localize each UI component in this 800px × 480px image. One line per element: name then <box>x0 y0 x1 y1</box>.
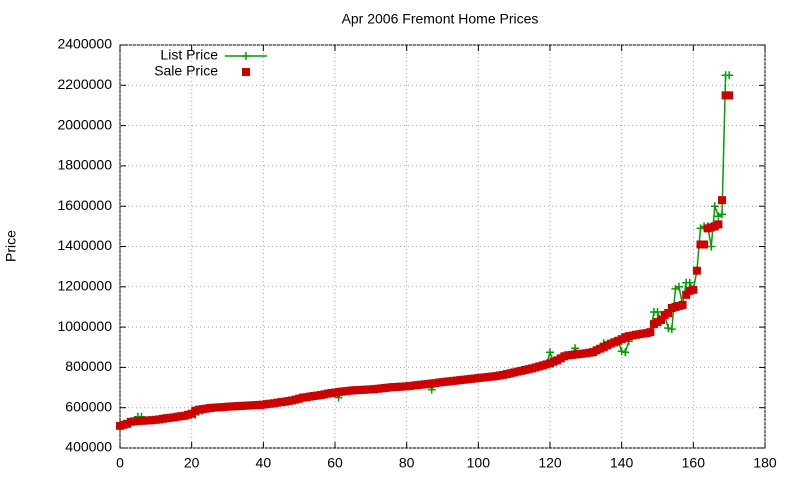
x-tick-label: 180 <box>753 455 777 471</box>
chart-title: Apr 2006 Fremont Home Prices <box>342 11 539 27</box>
y-tick-label: 1600000 <box>57 197 112 213</box>
list-point <box>621 348 630 357</box>
list-point <box>667 325 676 334</box>
x-tick-label: 80 <box>399 455 415 471</box>
sale-point <box>646 328 655 337</box>
list-point <box>696 224 705 233</box>
y-tick-label: 1800000 <box>57 157 112 173</box>
legend-label: List Price <box>160 47 218 63</box>
list-point <box>710 202 719 211</box>
sale-point <box>678 300 687 309</box>
list-point <box>707 242 716 251</box>
x-tick-label: 120 <box>538 455 562 471</box>
sale-point <box>692 266 701 275</box>
list-point <box>685 278 694 287</box>
list-point <box>725 71 734 80</box>
legend-marker <box>242 68 250 76</box>
y-tick-label: 2400000 <box>57 36 112 52</box>
sale-point <box>714 220 723 229</box>
legend-marker <box>242 52 250 60</box>
y-tick-label: 2000000 <box>57 116 112 132</box>
y-tick-label: 2200000 <box>57 76 112 92</box>
list-point <box>664 324 673 333</box>
y-axis-label: Price <box>3 230 19 262</box>
y-tick-label: 400000 <box>65 439 112 455</box>
y-tick-label: 800000 <box>65 358 112 374</box>
x-tick-label: 100 <box>467 455 491 471</box>
series-line <box>119 74 730 427</box>
y-tick-label: 1400000 <box>57 237 112 253</box>
x-tick-label: 40 <box>256 455 272 471</box>
sale-point <box>725 91 734 100</box>
x-tick-label: 20 <box>184 455 200 471</box>
x-tick-label: 0 <box>116 455 124 471</box>
sale-point <box>657 316 666 325</box>
x-tick-label: 140 <box>610 455 634 471</box>
list-point <box>617 347 626 356</box>
list-point <box>671 284 680 293</box>
list-point <box>714 212 723 221</box>
list-point <box>653 307 662 316</box>
y-tick-label: 1200000 <box>57 278 112 294</box>
legend-label: Sale Price <box>154 63 218 79</box>
list-point <box>718 210 726 219</box>
sale-point <box>700 240 709 249</box>
sale-point <box>664 308 673 317</box>
sale-point <box>718 196 726 205</box>
list-point <box>546 348 554 357</box>
x-tick-label: 160 <box>682 455 706 471</box>
sale-point <box>682 290 691 299</box>
x-tick-label: 60 <box>327 455 343 471</box>
list-point <box>675 282 683 291</box>
y-tick-label: 1000000 <box>57 318 112 334</box>
y-tick-label: 600000 <box>65 398 112 414</box>
sale-point <box>689 285 698 294</box>
